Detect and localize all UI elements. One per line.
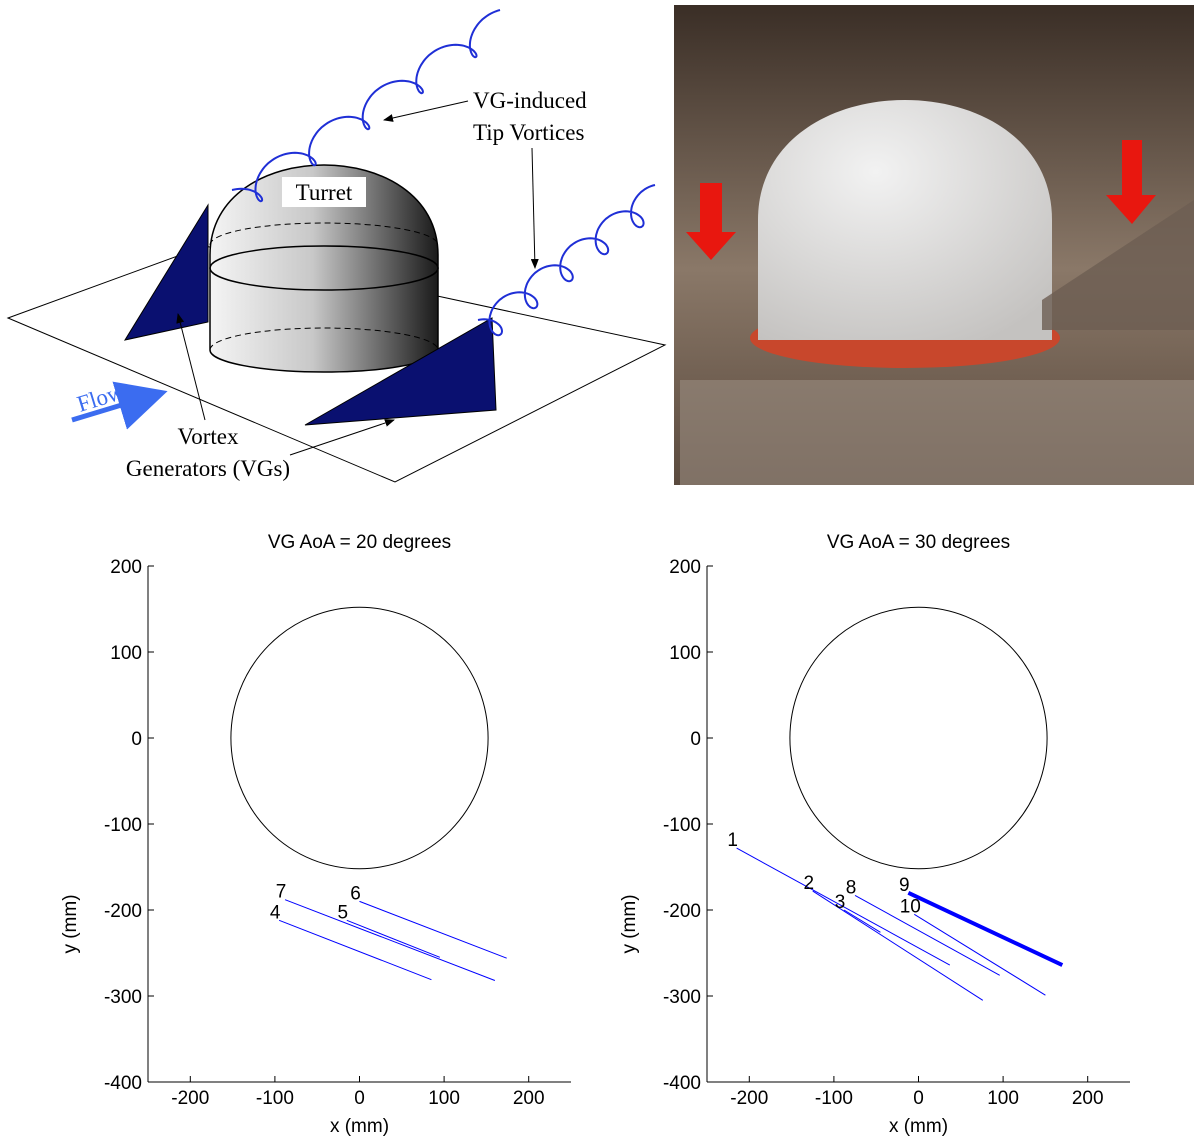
trajectory [285, 900, 495, 981]
y-axis-label: y (mm) [60, 894, 81, 953]
trajectory [279, 920, 431, 979]
x-tick-label: 100 [428, 1088, 460, 1109]
y-tick-label: -300 [104, 987, 142, 1008]
point-label: 2 [803, 873, 814, 894]
figure: Turret VG-induced Tip Vortices Flow Vort… [0, 0, 1194, 1146]
tip-vortex-label: Tip Vortices [473, 120, 584, 145]
y-tick-label: -100 [663, 815, 701, 836]
point-label: 7 [276, 882, 287, 903]
vg-label: Vortex [178, 424, 239, 449]
y-tick-label: -200 [104, 901, 142, 922]
chart-title: VG AoA = 30 degrees [827, 532, 1010, 553]
turret-outline [790, 607, 1047, 868]
x-tick-label: 0 [913, 1088, 924, 1109]
x-tick-label: -100 [815, 1088, 853, 1109]
point-label: 6 [350, 883, 361, 904]
trajectory [844, 910, 880, 932]
x-tick-label: -200 [171, 1088, 209, 1109]
point-label: 9 [899, 875, 910, 896]
y-tick-label: 100 [669, 643, 701, 664]
point-label: 5 [338, 902, 349, 923]
turret-label: Turret [296, 180, 353, 205]
vg-label: Generators (VGs) [126, 456, 290, 481]
point-label: 1 [727, 830, 738, 851]
point-label: 8 [846, 877, 857, 898]
trajectory [360, 901, 507, 958]
vortex-spiral [478, 185, 655, 335]
photo [674, 5, 1194, 485]
trajectory [855, 895, 1000, 975]
vortex-generator [125, 205, 208, 340]
y-tick-label: -100 [104, 815, 142, 836]
y-tick-label: -400 [104, 1073, 142, 1094]
trajectory [908, 893, 1062, 965]
tip-vortex-label: VG-induced [473, 88, 587, 113]
y-axis-label: y (mm) [619, 894, 640, 953]
x-tick-label: -100 [256, 1088, 294, 1109]
y-tick-label: -300 [663, 987, 701, 1008]
point-label: 3 [835, 892, 846, 913]
x-tick-label: 100 [987, 1088, 1019, 1109]
plot: VG AoA = 20 degrees -200 -100 0 100 200 -400 -3… [60, 532, 571, 1137]
x-tick-label: -200 [730, 1088, 768, 1109]
arrow [178, 314, 205, 420]
y-tick-label: 200 [669, 557, 701, 578]
x-tick-label: 200 [1072, 1088, 1104, 1109]
x-axis-label: x (mm) [330, 1116, 389, 1137]
point-label: 4 [270, 902, 281, 923]
diagram: Turret VG-induced Tip Vortices Flow Vort… [8, 10, 665, 482]
x-axis-label: x (mm) [889, 1116, 948, 1137]
turret-photo [758, 100, 1052, 340]
y-tick-label: 200 [110, 557, 142, 578]
turret-outline [231, 607, 488, 868]
arrow [384, 101, 468, 120]
x-tick-label: 0 [354, 1088, 365, 1109]
y-tick-label: 0 [690, 729, 701, 750]
point-label: 10 [900, 896, 921, 917]
y-tick-label: -200 [663, 901, 701, 922]
chart-title: VG AoA = 20 degrees [268, 532, 451, 553]
arrow [532, 148, 535, 268]
y-tick-label: 0 [131, 729, 142, 750]
tunnel-floor [680, 380, 1194, 485]
y-tick-label: 100 [110, 643, 142, 664]
x-tick-label: 200 [513, 1088, 545, 1109]
y-tick-label: -400 [663, 1073, 701, 1094]
